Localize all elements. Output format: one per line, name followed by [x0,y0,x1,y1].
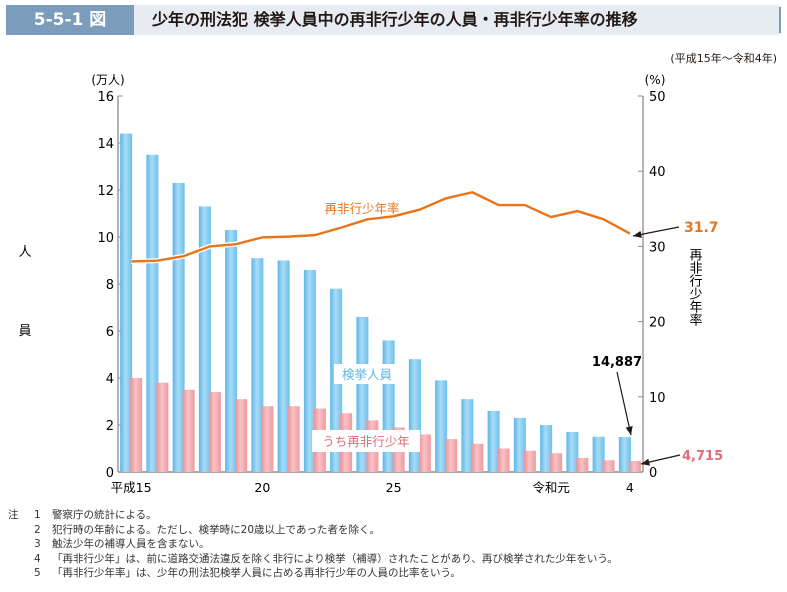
bar-repeat-offenders [287,406,300,472]
bar-repeat-offenders [235,399,248,472]
bar-arrested [461,399,474,472]
footnote-row: 3 触法少年の補導人員を含まない。 [8,537,618,552]
footnote-lead: 注 [8,509,19,521]
x-axis-tick-label: 令和元 [532,480,570,495]
annotation-repeat-arrow [640,454,681,466]
bar-arrested [146,154,159,472]
annotation-arrest-arrow [616,371,633,436]
bar-repeat-offenders [261,406,274,472]
series-label-rate: 再非行少年率 [324,201,399,216]
bar-repeat-offenders [628,460,641,472]
bar-repeat-offenders [550,453,563,472]
left-axis-tick-label: 12 [97,184,114,199]
annotation-rate-value: 31.7 [684,220,719,236]
footnote-number: 1 [34,509,41,521]
footnote-row: 4 「再非行少年」は、前に道路交通法違反を除く非行により検挙（補導）されたことが… [8,552,618,567]
x-axis-tick-label: 25 [386,480,402,495]
footnote-row: 5 「再非行少年率」は、少年の刑法犯検挙人員に占める再非行少年の人員の比率をいう… [8,566,618,581]
right-axis-tick-label: 0 [649,466,657,481]
figure-header: 5-5-1 図 少年の刑法犯 検挙人員中の再非行少年の人員・再非行少年率の推移 [6,5,781,35]
left-axis-title-1: 人 [18,245,31,260]
bar-arrested [540,425,553,472]
chart: 0 2 4 6 8 10 12 14 16 0 10 20 30 40 50 平成15 20 25 令和元 4 (… [18,73,723,495]
left-axis-tick-label: 10 [97,231,114,246]
left-axis-tick-label: 4 [106,372,114,387]
right-axis-tick-label: 40 [649,165,666,180]
bar-repeat-offenders [471,443,484,472]
bar-arrested [592,436,605,472]
footnote-text: 触法少年の補導人員を含まない。 [52,538,210,550]
bar-repeat-offenders [445,439,458,472]
right-axis-title: 再非行少年率 [687,248,703,326]
bar-repeat-offenders [497,448,510,472]
series-label-repeat-bg [312,430,420,452]
footnote-number: 4 [34,552,41,565]
right-axis-tick-label: 30 [649,240,666,255]
bar-arrested [277,260,290,472]
footnote-number: 5 [34,567,41,579]
annotation-arrest-value: 14,887 [592,355,642,370]
bar-repeat-offenders [208,392,221,472]
bar-repeat-offenders [182,389,195,472]
footnotes: 注 1 警察庁の統計による。 2 犯行時の年齢による。ただし、検挙時に20歳以上… [8,508,618,581]
right-axis-tick-label: 50 [649,90,666,105]
left-axis-tick-label: 14 [97,137,114,152]
footnote-text: 犯行時の年齢による。ただし、検挙時に20歳以上であった者を除く。 [52,523,380,536]
left-axis-tick-label: 0 [106,466,114,481]
bar-arrested [566,432,579,472]
left-axis-unit: (万人) [91,73,124,87]
left-axis-title-2: 員 [18,324,31,339]
bar-arrested [198,206,211,472]
series-label-arrest: 検挙人員 [342,367,393,382]
bar-arrested [435,380,448,472]
bar-repeat-offenders [576,457,589,472]
bar-repeat-offenders [602,460,615,472]
bar-arrested [303,269,316,472]
left-axis-tick-label: 2 [106,419,114,434]
bar-repeat-offenders [156,382,169,472]
figure-number: 5-5-1 図 [6,5,134,35]
bar-arrested [251,258,264,472]
bar-repeat-offenders [523,450,536,472]
footnote-row: 注 1 警察庁の統計による。 [8,508,618,523]
right-axis-tick-label: 20 [649,316,666,331]
bar-arrested [513,417,526,472]
x-axis-tick-label: 4 [626,480,634,495]
figure-title: 少年の刑法犯 検挙人員中の再非行少年の人員・再非行少年率の推移 [152,10,638,29]
footnote-text: 「再非行少年率」は、少年の刑法犯検挙人員に占める再非行少年の人員の比率をいう。 [52,567,461,579]
left-axis-tick-label: 8 [106,278,114,293]
x-axis-tick-label: 20 [254,480,270,495]
footnote-text: 警察庁の統計による。 [52,509,157,521]
annotation-rate-arrow [632,226,680,238]
annotation-repeat-value: 4,715 [682,449,723,464]
series-label-repeat: うち再非行少年 [322,434,410,449]
bar-repeat-offenders [418,434,431,472]
period-label: (平成15年～令和4年) [670,52,777,65]
bar-arrested [120,133,133,472]
bar-repeat-offenders [130,378,143,472]
left-axis-tick-label: 6 [106,325,114,340]
header-accent-bar [779,7,781,33]
bar-arrested [487,410,500,472]
footnote-text: 「再非行少年」は、前に道路交通法違反を除く非行により検挙（補導）されたことがあり… [52,552,618,565]
footnote-number: 3 [34,538,41,550]
series-label-arrest-bg [334,364,400,384]
left-axis-tick-label: 16 [97,90,114,105]
rate-line [131,191,631,263]
bar-arrested [618,437,631,472]
x-axis-tick-label: 平成15 [111,480,152,495]
footnote-number: 2 [34,523,41,536]
footnote-row: 2 犯行時の年齢による。ただし、検挙時に20歳以上であった者を除く。 [8,523,618,538]
bar-arrested [225,229,238,472]
right-axis-unit: (%) [645,73,666,87]
right-axis-tick-label: 10 [649,391,666,406]
